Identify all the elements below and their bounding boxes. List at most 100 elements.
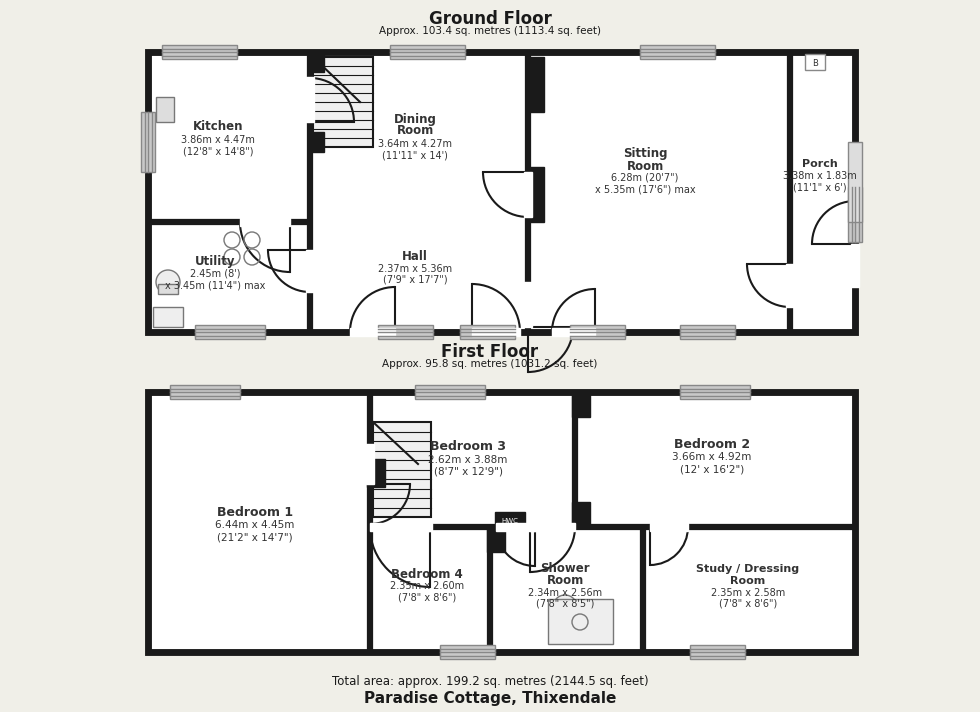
Bar [306,77,314,122]
Bar [690,645,745,659]
Text: HWC: HWC [502,518,518,524]
Bar [366,444,374,484]
Bar [496,523,535,531]
Bar [440,645,495,659]
Text: Total area: approx. 199.2 sq. metres (2144.5 sq. feet): Total area: approx. 199.2 sq. metres (21… [331,676,649,689]
Bar [153,307,183,327]
Text: (7'8" x 8'6"): (7'8" x 8'6") [719,599,777,609]
Text: Paradise Cottage, Thixendale: Paradise Cottage, Thixendale [364,691,616,706]
Bar [530,523,575,531]
Text: (7'8" x 8'5"): (7'8" x 8'5") [536,599,594,609]
Bar [156,97,174,122]
Text: (7'9" x 17'7"): (7'9" x 17'7") [382,275,447,285]
Bar [390,523,432,531]
Text: 3.86m x 4.47m: 3.86m x 4.47m [181,135,255,145]
Text: First Floor: First Floor [441,343,539,361]
Text: (8'7" x 12'9"): (8'7" x 12'9") [433,467,503,477]
Text: Dining: Dining [394,112,436,125]
Text: (12' x 16'2"): (12' x 16'2") [680,464,744,474]
Text: x 3.45m (11'4") max: x 3.45m (11'4") max [165,280,266,290]
Text: 2.62m x 3.88m: 2.62m x 3.88m [428,455,508,465]
Text: 6.44m x 4.45m: 6.44m x 4.45m [216,520,295,530]
Text: Room: Room [547,575,584,587]
Bar [148,392,855,652]
Text: 3.66m x 4.92m: 3.66m x 4.92m [672,452,752,462]
Text: 3.38m x 1.83m: 3.38m x 1.83m [783,171,857,181]
Text: Hall: Hall [402,251,428,263]
Bar [308,52,324,72]
Bar [370,523,430,531]
Text: Bedroom 4: Bedroom 4 [391,567,463,580]
Bar [373,422,431,517]
Bar [680,385,750,399]
Text: Room: Room [626,159,663,172]
Bar [526,167,544,222]
Text: Ground Floor: Ground Floor [428,10,552,28]
Text: (7'8" x 8'6"): (7'8" x 8'6") [398,592,456,602]
Bar [487,527,505,552]
Text: (12'8" x 14'8"): (12'8" x 14'8") [182,146,253,156]
Bar [306,250,314,292]
Text: 6.28m (20'7"): 6.28m (20'7") [612,173,679,183]
Bar [390,45,465,59]
Text: (21'2" x 14'7"): (21'2" x 14'7") [218,532,293,542]
Bar [415,385,485,399]
Circle shape [156,270,180,294]
Text: Kitchen: Kitchen [193,120,243,134]
Text: Room: Room [396,125,433,137]
Bar [848,142,862,222]
Text: Bedroom 2: Bedroom 2 [674,437,750,451]
Text: x 5.35m (17'6") max: x 5.35m (17'6") max [595,184,696,194]
Text: 2.34m x 2.56m: 2.34m x 2.56m [528,588,602,598]
Text: 3.64m x 4.27m: 3.64m x 4.27m [378,139,452,149]
Bar [148,52,855,332]
Bar [526,57,544,112]
Bar [350,328,395,336]
Bar [195,325,265,339]
Bar [570,325,625,339]
Text: 2.35m x 2.60m: 2.35m x 2.60m [390,581,465,591]
Text: (11'11" x 14'): (11'11" x 14') [382,150,448,160]
Bar [472,328,520,336]
Bar [650,523,688,531]
Text: 2.35m x 2.58m: 2.35m x 2.58m [710,588,785,598]
Bar [460,325,515,339]
Bar [786,264,794,307]
Text: Shower: Shower [540,562,590,575]
Text: Utility: Utility [195,256,235,268]
Text: (11'1" x 6'): (11'1" x 6') [793,182,847,192]
Bar [162,45,237,59]
Bar [640,45,715,59]
Bar [170,385,240,399]
Text: B: B [812,58,818,68]
Bar [524,282,532,327]
Text: Porch: Porch [802,159,838,169]
Bar [141,112,155,172]
Text: Sitting: Sitting [622,147,667,160]
Text: Study / Dressing: Study / Dressing [697,564,800,574]
Text: Bedroom 3: Bedroom 3 [430,441,506,454]
Text: Approx. 95.8 sq. metres (1031.2 sq. feet): Approx. 95.8 sq. metres (1031.2 sq. feet… [382,359,598,369]
Text: Room: Room [730,576,765,586]
Bar [495,512,525,530]
Bar [548,599,613,644]
Bar [572,392,590,417]
Bar [524,172,532,217]
Bar [552,328,595,336]
Bar [158,284,178,294]
Circle shape [553,595,577,619]
Bar [848,187,862,242]
Bar [680,325,735,339]
Bar [851,244,859,287]
Bar [805,54,825,70]
Bar [313,57,373,147]
Text: Approx. 103.4 sq. metres (1113.4 sq. feet): Approx. 103.4 sq. metres (1113.4 sq. fee… [379,26,601,36]
Bar [367,459,385,487]
Text: 2.37m x 5.36m: 2.37m x 5.36m [378,264,452,274]
Bar [308,132,324,152]
Text: 2.45m (8'): 2.45m (8') [190,269,240,279]
Bar [378,325,433,339]
Text: Bedroom 1: Bedroom 1 [217,506,293,518]
Bar [240,218,290,226]
Bar [572,502,590,527]
